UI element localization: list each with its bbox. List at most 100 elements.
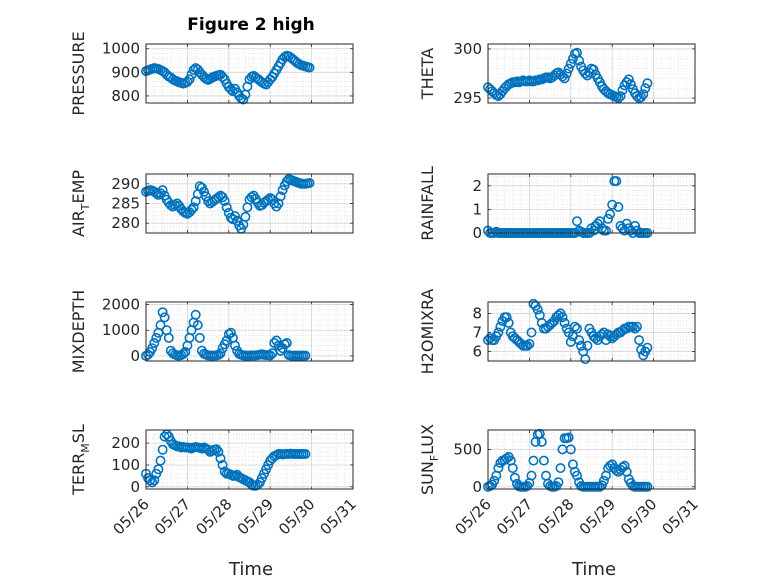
axes-frame bbox=[145, 301, 354, 362]
data-point bbox=[155, 320, 166, 331]
data-point bbox=[625, 79, 636, 90]
data-point bbox=[225, 327, 236, 338]
data-point bbox=[221, 202, 232, 213]
data-point bbox=[493, 463, 504, 474]
x-axis-label-left: Time bbox=[228, 559, 273, 580]
data-point bbox=[182, 76, 193, 87]
axes-frame bbox=[487, 301, 696, 362]
data-point bbox=[230, 211, 241, 222]
y-tick-label: 800 bbox=[111, 87, 140, 105]
y-axis-label: RAINFALL bbox=[418, 166, 437, 241]
y-tick-label: 2000 bbox=[102, 296, 140, 314]
data-point bbox=[526, 470, 537, 481]
data-point bbox=[603, 213, 614, 224]
data-point bbox=[178, 348, 189, 359]
data-point bbox=[559, 73, 570, 84]
data-point bbox=[149, 475, 160, 486]
data-point bbox=[157, 185, 168, 196]
data-point bbox=[580, 354, 591, 365]
y-tick-label: 300 bbox=[453, 40, 482, 58]
data-point bbox=[526, 327, 537, 338]
y-tick-label: 100 bbox=[111, 456, 140, 474]
data-point bbox=[180, 346, 191, 357]
data-point bbox=[217, 459, 228, 470]
x-axis-label-right: Time bbox=[571, 559, 616, 580]
data-point bbox=[157, 307, 168, 318]
data-point bbox=[238, 94, 249, 105]
y-axis-label: TERRMSL bbox=[69, 424, 92, 496]
data-point bbox=[629, 220, 640, 231]
theta-axes: 295 300 THETA bbox=[418, 40, 696, 107]
data-point bbox=[501, 312, 512, 323]
data-point bbox=[634, 335, 645, 346]
x-tick-label: 05/26 bbox=[452, 495, 495, 538]
y-axis-label: THETA bbox=[418, 48, 437, 100]
y-tick-label: 1000 bbox=[102, 40, 140, 58]
data-point bbox=[503, 317, 514, 328]
data-point bbox=[147, 343, 158, 354]
data-point bbox=[186, 204, 197, 215]
data-point bbox=[563, 63, 574, 74]
data-point bbox=[627, 321, 638, 332]
y-tick-label: 7 bbox=[472, 323, 482, 341]
data-point bbox=[600, 225, 611, 236]
data-point bbox=[615, 91, 626, 102]
data-point bbox=[279, 339, 290, 350]
data-point bbox=[631, 91, 642, 102]
x-tick-label: 05/28 bbox=[534, 495, 577, 538]
data-point bbox=[611, 176, 622, 187]
y-tick-label: 900 bbox=[111, 63, 140, 81]
data-point bbox=[636, 92, 647, 103]
data-point bbox=[184, 74, 195, 85]
data-point bbox=[489, 475, 500, 486]
data-point bbox=[576, 340, 587, 351]
y-axis-label: AIRTEMP bbox=[69, 170, 92, 237]
data-point bbox=[199, 186, 210, 197]
y-tick-label: 0 bbox=[130, 478, 140, 496]
h2omixra-axes: 678 H2OMIXRA bbox=[418, 289, 696, 375]
x-tick-label: 05/31 bbox=[659, 495, 702, 538]
rainfall-axes: 0 1 2 RAINFALL bbox=[418, 166, 696, 242]
data-point bbox=[528, 455, 539, 466]
data-point bbox=[580, 68, 591, 79]
data-point bbox=[163, 332, 174, 343]
y-tick-label: 1000 bbox=[102, 321, 140, 339]
y-tick-label: 500 bbox=[453, 440, 482, 458]
axes-frame bbox=[145, 173, 354, 234]
data-point bbox=[561, 68, 572, 79]
data-point bbox=[240, 211, 251, 222]
x-tick-label: 05/29 bbox=[234, 495, 277, 538]
data-point bbox=[213, 446, 224, 457]
y-axis-label: H2OMIXRA bbox=[418, 289, 437, 375]
y-tick-label: 280 bbox=[111, 214, 140, 232]
data-point bbox=[493, 327, 504, 338]
data-point bbox=[215, 453, 226, 464]
data-point bbox=[571, 470, 582, 481]
data-point bbox=[522, 340, 533, 351]
data-point bbox=[227, 86, 238, 97]
data-point bbox=[524, 338, 535, 349]
data-point bbox=[569, 321, 580, 332]
pressure-axes: 800 900 1000 PRESSURE bbox=[69, 31, 354, 116]
data-point bbox=[281, 337, 292, 348]
y-axis-label: SUNFLUX bbox=[418, 424, 441, 495]
x-tick-label: 05/30 bbox=[275, 495, 318, 538]
data-point bbox=[605, 331, 616, 342]
axes-frame bbox=[487, 429, 696, 490]
data-point bbox=[640, 83, 651, 94]
figure-title: Figure 2 high bbox=[187, 15, 315, 35]
data-point bbox=[629, 323, 640, 334]
data-point bbox=[188, 65, 199, 76]
data-point bbox=[192, 320, 203, 331]
y-tick-label: 295 bbox=[453, 89, 482, 107]
axes-frame bbox=[145, 429, 354, 490]
data-point bbox=[638, 89, 649, 100]
data-point bbox=[613, 202, 624, 213]
data-point bbox=[230, 340, 241, 351]
y-tick-label: 8 bbox=[472, 304, 482, 322]
data-point bbox=[159, 312, 170, 323]
data-point bbox=[275, 191, 286, 202]
y-tick-label: 0 bbox=[130, 347, 140, 365]
